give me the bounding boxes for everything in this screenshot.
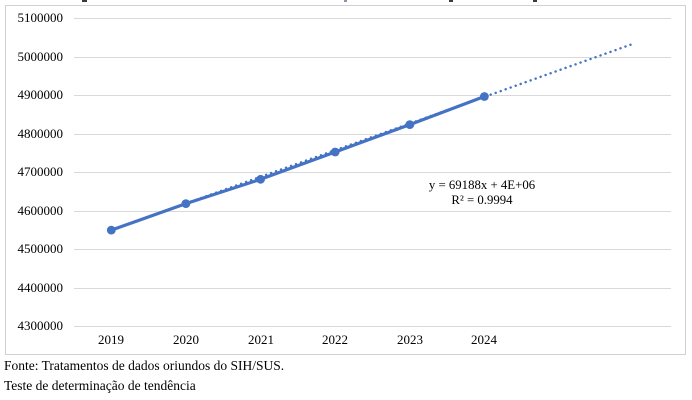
trendline-equation: y = 69188x + 4E+06: [428, 178, 536, 192]
gridline: [74, 18, 671, 19]
y-tick-label: 4300000: [17, 318, 64, 333]
cropped-title-fragment: [449, 0, 453, 2]
gridline: [74, 211, 671, 212]
y-tick-label: 4700000: [17, 164, 64, 179]
trendline-label: y = 69188x + 4E+06 R² = 0.9994: [396, 178, 568, 208]
caption: Fonte: Tratamentos de dados oriundos do …: [4, 356, 284, 395]
gridline: [74, 172, 671, 173]
gridline: [74, 134, 671, 135]
x-tick-label: 2024: [471, 332, 497, 347]
gridline: [74, 326, 671, 327]
data-point-marker: [405, 120, 415, 129]
cropped-title-fragment: [533, 0, 537, 2]
series-line: [109, 94, 486, 232]
source-note: Fonte: Tratamentos de dados oriundos do …: [4, 358, 285, 373]
x-tick-label: 2021: [248, 332, 274, 347]
data-point-marker: [330, 147, 340, 157]
y-tick-label: 5100000: [17, 10, 64, 25]
gridline: [74, 249, 671, 250]
y-tick-label: 4800000: [17, 126, 64, 141]
y-tick-label: 4900000: [17, 87, 64, 102]
trendline-dotted: [110, 42, 635, 232]
trend-test-note: Teste de determinação de tendência: [4, 377, 196, 393]
gridline: [74, 57, 671, 58]
data-point-marker: [106, 225, 116, 235]
x-tick-label: 2022: [322, 332, 348, 347]
chart-area: 5100000 5000000 4900000 4800000 4700000 46000…: [5, 5, 686, 355]
x-tick-label: 2020: [173, 332, 199, 347]
gridline: [74, 288, 671, 289]
y-tick-label: 4400000: [17, 280, 64, 295]
cropped-title-fragment: [344, 0, 347, 2]
trendline-r-squared: R² = 0.9994: [451, 193, 513, 207]
data-point-marker: [256, 174, 265, 184]
gridline: [74, 95, 671, 96]
y-tick-label: 4500000: [17, 241, 64, 256]
cropped-title-fragment: [82, 0, 87, 2]
plot: [106, 42, 635, 235]
y-tick-label: 4600000: [17, 203, 64, 218]
y-tick-label: 5000000: [17, 49, 64, 64]
data-point-marker: [480, 92, 489, 101]
x-tick-label: 2023: [397, 332, 423, 347]
x-tick-label: 2019: [98, 332, 124, 347]
data-point-marker: [181, 199, 191, 209]
